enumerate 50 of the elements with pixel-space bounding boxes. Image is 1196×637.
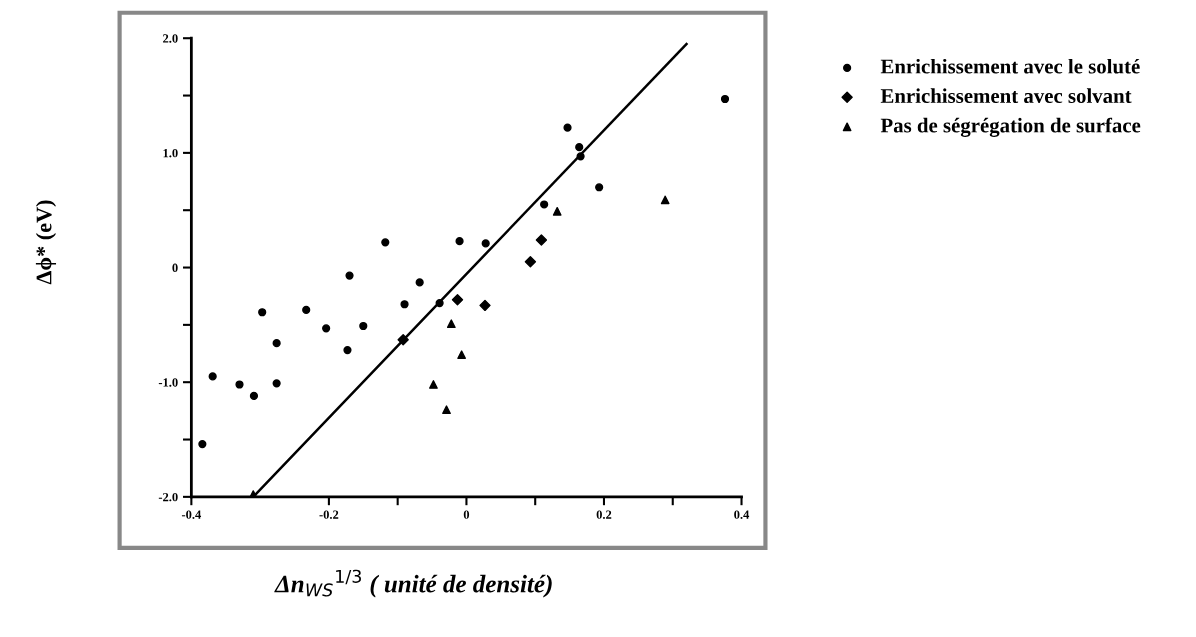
point bbox=[451, 293, 464, 306]
point bbox=[345, 271, 354, 280]
point bbox=[575, 143, 584, 152]
x-tick-label: 0.2 bbox=[596, 510, 612, 519]
point bbox=[455, 237, 464, 246]
x-tick-label: 0.4 bbox=[734, 510, 750, 519]
point bbox=[258, 308, 267, 317]
point bbox=[397, 334, 409, 346]
y-tick-label: 1.0 bbox=[163, 148, 178, 158]
point bbox=[720, 94, 730, 104]
legend-label: Enrichissement avec le soluté bbox=[880, 58, 1140, 74]
point bbox=[272, 339, 281, 348]
y-tick-label: 2.0 bbox=[163, 34, 178, 43]
point bbox=[272, 379, 281, 388]
point bbox=[479, 299, 491, 312]
x-axis-title: Δn$_{WS}$$^{1/3}$ ( unité de densité) bbox=[274, 569, 552, 598]
point bbox=[235, 380, 244, 389]
point bbox=[442, 405, 451, 415]
point bbox=[322, 324, 331, 333]
point bbox=[660, 195, 670, 205]
point bbox=[381, 238, 390, 247]
point bbox=[540, 200, 549, 209]
x-tick-label: -0.4 bbox=[181, 510, 202, 519]
x-tick-label: 0 bbox=[463, 510, 470, 519]
y-tick-label: 0 bbox=[172, 263, 178, 272]
point bbox=[400, 300, 409, 309]
point bbox=[535, 234, 548, 246]
point bbox=[249, 391, 259, 401]
point bbox=[435, 298, 444, 308]
point bbox=[446, 319, 456, 329]
point bbox=[343, 345, 352, 355]
point bbox=[208, 372, 217, 381]
y-axis-title: Δϕ* (eV) bbox=[35, 200, 57, 285]
point bbox=[359, 321, 368, 331]
x-tick-label: -0.2 bbox=[319, 510, 339, 519]
point bbox=[595, 183, 604, 192]
point bbox=[576, 152, 585, 161]
y-tick-label: -2.0 bbox=[158, 492, 178, 502]
point bbox=[552, 206, 562, 216]
point bbox=[563, 123, 572, 132]
legend-label: Pas de ségrégation de surface bbox=[880, 117, 1141, 137]
point bbox=[415, 278, 424, 287]
point bbox=[302, 305, 311, 315]
point bbox=[198, 440, 207, 449]
point bbox=[457, 350, 466, 360]
point bbox=[524, 256, 537, 268]
point bbox=[429, 380, 438, 389]
legend-label: Enrichissement avec solvant bbox=[880, 88, 1132, 103]
y-tick-label: -1.0 bbox=[158, 378, 178, 387]
point bbox=[481, 239, 490, 248]
